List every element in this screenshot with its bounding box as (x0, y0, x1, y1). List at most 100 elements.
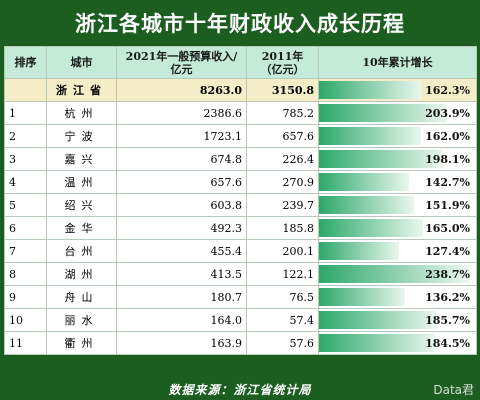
city-cell: 台州 (46, 239, 117, 263)
rank-cell: 11 (4, 331, 47, 355)
data-table: 排序 城市 2021年一般预算收入/亿元 2011年（亿元） 10年累计增长 浙… (4, 46, 477, 355)
rank-cell: 7 (4, 239, 47, 263)
growth-bar (319, 81, 421, 99)
rev2021-cell: 674.8 (116, 147, 247, 171)
rev2021-cell: 163.9 (116, 331, 247, 355)
rev2021-cell: 603.8 (116, 193, 247, 217)
header-rev2011: 2011年（亿元） (246, 46, 319, 79)
rank-cell: 2 (4, 124, 47, 148)
rank-cell: 10 (4, 308, 47, 332)
rank-cell: 4 (4, 170, 47, 194)
city-cell: 杭州 (46, 101, 117, 125)
rev2021-cell: 180.7 (116, 285, 247, 309)
growth-cell: 165.0% (318, 216, 477, 240)
rev2021-cell: 2386.6 (116, 101, 247, 125)
growth-label: 238.7% (425, 267, 470, 281)
rev2021-cell: 492.3 (116, 216, 247, 240)
growth-label: 165.0% (425, 221, 470, 235)
growth-bar (319, 219, 423, 237)
city-cell: 宁波 (46, 124, 117, 148)
rev2011-cell: 3150.8 (246, 78, 319, 102)
rank-cell: 5 (4, 193, 47, 217)
growth-cell: 238.7% (318, 262, 477, 286)
growth-bar (319, 104, 447, 122)
table-row: 1 杭州 2386.6 785.2 203.9% (4, 101, 477, 125)
header-rank: 排序 (4, 46, 47, 79)
growth-cell: 162.3% (318, 78, 477, 102)
growth-cell: 127.4% (318, 239, 477, 263)
rev2011-cell: 185.8 (246, 216, 319, 240)
city-cell: 丽水 (46, 308, 117, 332)
growth-bar (319, 127, 421, 145)
growth-cell: 198.1% (318, 147, 477, 171)
table-row: 10 丽水 164.0 57.4 185.7% (4, 308, 477, 332)
rev2021-cell: 657.6 (116, 170, 247, 194)
table-row: 7 台州 455.4 200.1 127.4% (4, 239, 477, 263)
growth-cell: 185.7% (318, 308, 477, 332)
rank-cell: 9 (4, 285, 47, 309)
table-row: 5 绍兴 603.8 239.7 151.9% (4, 193, 477, 217)
rev2011-cell: 57.4 (246, 308, 319, 332)
growth-cell: 136.2% (318, 285, 477, 309)
rev2011-cell: 657.6 (246, 124, 319, 148)
chart-title: 浙江各城市十年财政收入成长历程 (75, 11, 405, 36)
rev2011-cell: 57.6 (246, 331, 319, 355)
rank-cell: 8 (4, 262, 47, 286)
growth-cell: 151.9% (318, 193, 477, 217)
rev2011-cell: 270.9 (246, 170, 319, 194)
growth-label: 142.7% (425, 175, 470, 189)
rev2011-cell: 76.5 (246, 285, 319, 309)
table-row: 6 金华 492.3 185.8 165.0% (4, 216, 477, 240)
rev2021-cell: 413.5 (116, 262, 247, 286)
rev2011-cell: 200.1 (246, 239, 319, 263)
header-city: 城市 (46, 46, 117, 79)
growth-bar (319, 173, 409, 191)
growth-cell: 162.0% (318, 124, 477, 148)
growth-label: 162.0% (425, 129, 470, 143)
city-cell: 湖州 (46, 262, 117, 286)
growth-bar (319, 150, 443, 168)
rev2021-cell: 455.4 (116, 239, 247, 263)
source-note: 数据来源：浙江省统计局 (168, 382, 312, 397)
rev2021-cell: 8263.0 (116, 78, 247, 102)
city-cell: 浙江省 (46, 78, 117, 102)
table-row: 4 温州 657.6 270.9 142.7% (4, 170, 477, 194)
rank-cell: 6 (4, 216, 47, 240)
city-cell: 衢州 (46, 331, 117, 355)
rev2011-cell: 122.1 (246, 262, 319, 286)
growth-bar (319, 311, 436, 329)
growth-label: 136.2% (425, 290, 470, 304)
growth-label: 151.9% (425, 198, 470, 212)
rev2011-cell: 226.4 (246, 147, 319, 171)
rev2021-cell: 164.0 (116, 308, 247, 332)
table-row: 2 宁波 1723.1 657.6 162.0% (4, 124, 477, 148)
header-row: 排序 城市 2021年一般预算收入/亿元 2011年（亿元） 10年累计增长 (4, 46, 477, 79)
city-cell: 绍兴 (46, 193, 117, 217)
table-row: 9 舟山 180.7 76.5 136.2% (4, 285, 477, 309)
growth-label: 162.3% (425, 83, 470, 97)
city-cell: 温州 (46, 170, 117, 194)
growth-cell: 203.9% (318, 101, 477, 125)
growth-bar (319, 242, 399, 260)
growth-bar (319, 196, 414, 214)
growth-cell: 184.5% (318, 331, 477, 355)
city-cell: 嘉兴 (46, 147, 117, 171)
growth-bar (319, 334, 435, 352)
watermark: Data君 (433, 382, 474, 397)
growth-bar (319, 265, 469, 283)
header-growth: 10年累计增长 (318, 46, 477, 79)
table-row: 3 嘉兴 674.8 226.4 198.1% (4, 147, 477, 171)
province-row: 浙江省 8263.0 3150.8 162.3% (4, 78, 477, 102)
city-cell: 金华 (46, 216, 117, 240)
city-cell: 舟山 (46, 285, 117, 309)
growth-bar (319, 288, 405, 306)
growth-label: 203.9% (425, 106, 470, 120)
rank-cell (4, 78, 47, 102)
rev2011-cell: 785.2 (246, 101, 319, 125)
rev2011-cell: 239.7 (246, 193, 319, 217)
table-row: 8 湖州 413.5 122.1 238.7% (4, 262, 477, 286)
growth-label: 198.1% (425, 152, 470, 166)
rev2021-cell: 1723.1 (116, 124, 247, 148)
growth-label: 184.5% (425, 336, 470, 350)
